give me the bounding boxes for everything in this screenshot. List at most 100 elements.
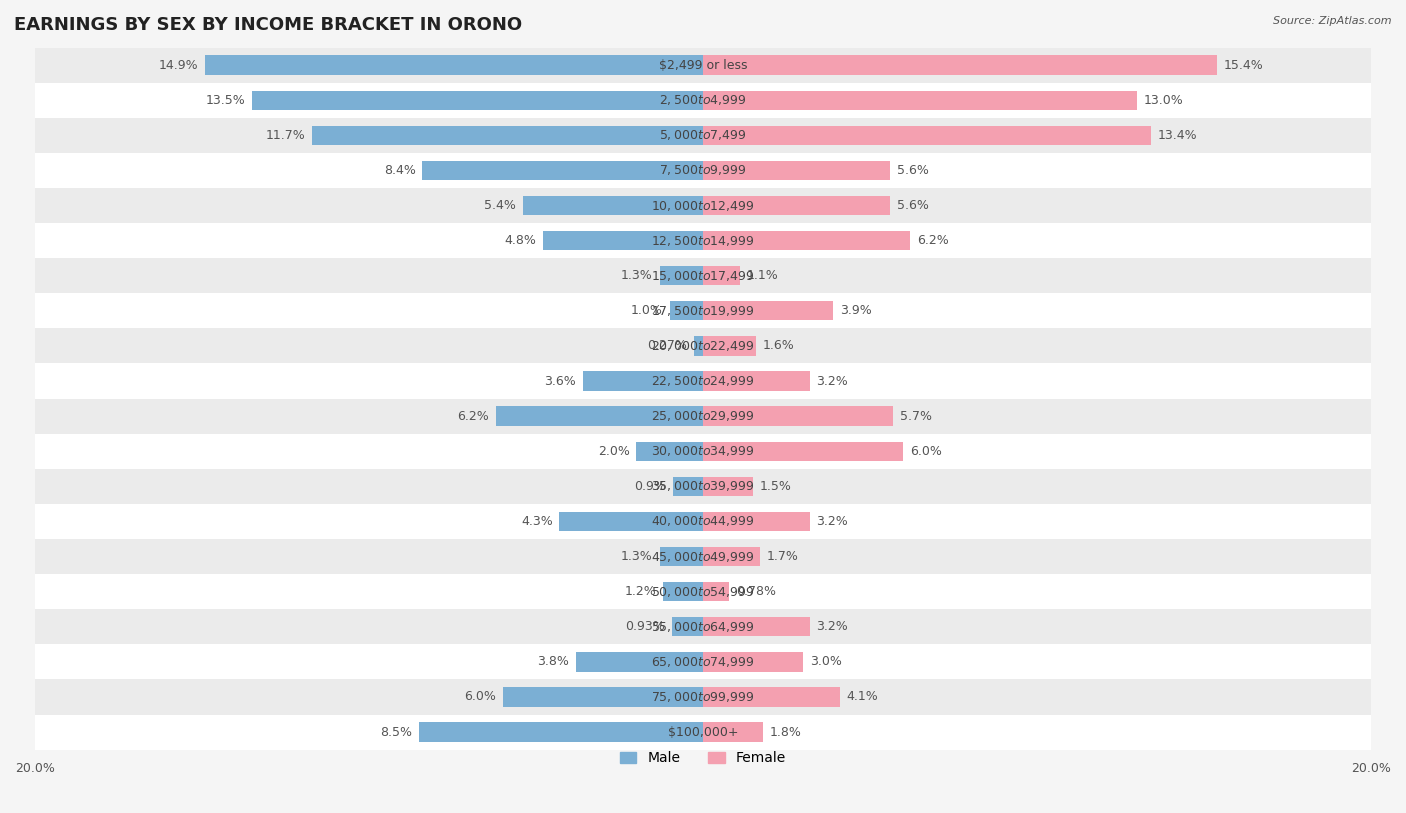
Text: 1.2%: 1.2% <box>624 585 657 598</box>
Bar <box>703 441 904 461</box>
Text: 1.3%: 1.3% <box>621 269 652 282</box>
Text: 0.27%: 0.27% <box>647 339 688 352</box>
Text: 0.9%: 0.9% <box>634 480 666 493</box>
Bar <box>703 55 1218 75</box>
Text: 13.4%: 13.4% <box>1157 128 1197 141</box>
Text: $7,500 to $9,999: $7,500 to $9,999 <box>659 163 747 177</box>
Bar <box>35 118 1371 153</box>
Bar <box>35 83 1371 118</box>
Bar <box>703 161 890 180</box>
Bar <box>576 652 703 672</box>
Text: 20.0%: 20.0% <box>15 762 55 775</box>
Bar <box>703 406 893 426</box>
Bar <box>703 372 810 391</box>
Text: Source: ZipAtlas.com: Source: ZipAtlas.com <box>1274 16 1392 26</box>
Bar <box>35 328 1371 363</box>
Text: 6.0%: 6.0% <box>464 690 496 703</box>
Text: 14.9%: 14.9% <box>159 59 198 72</box>
Bar <box>560 512 703 531</box>
Bar <box>35 259 1371 293</box>
Bar <box>422 161 703 180</box>
Bar <box>35 398 1371 433</box>
Bar <box>419 723 703 741</box>
Text: 0.78%: 0.78% <box>735 585 776 598</box>
Bar <box>205 55 703 75</box>
Bar <box>703 652 803 672</box>
Bar <box>695 337 703 355</box>
Text: $2,500 to $4,999: $2,500 to $4,999 <box>659 93 747 107</box>
Text: $20,000 to $22,499: $20,000 to $22,499 <box>651 339 755 353</box>
Bar <box>35 47 1371 83</box>
Bar <box>703 90 1137 110</box>
Text: 1.3%: 1.3% <box>621 550 652 563</box>
Bar <box>35 363 1371 398</box>
Bar <box>703 266 740 285</box>
Text: 6.0%: 6.0% <box>910 445 942 458</box>
Text: 5.6%: 5.6% <box>897 164 928 177</box>
Bar <box>35 680 1371 715</box>
Text: 2.0%: 2.0% <box>598 445 630 458</box>
Bar <box>703 582 730 602</box>
Text: 5.7%: 5.7% <box>900 410 932 423</box>
Text: 8.4%: 8.4% <box>384 164 416 177</box>
Text: $15,000 to $17,499: $15,000 to $17,499 <box>651 269 755 283</box>
Text: $25,000 to $29,999: $25,000 to $29,999 <box>651 409 755 423</box>
Text: $12,500 to $14,999: $12,500 to $14,999 <box>651 233 755 248</box>
Bar <box>35 574 1371 609</box>
Bar <box>35 188 1371 223</box>
Bar <box>703 196 890 215</box>
Bar <box>35 504 1371 539</box>
Bar <box>252 90 703 110</box>
Text: 3.0%: 3.0% <box>810 655 842 668</box>
Text: 3.2%: 3.2% <box>817 375 848 388</box>
Bar <box>35 223 1371 259</box>
Text: $10,000 to $12,499: $10,000 to $12,499 <box>651 198 755 212</box>
Text: EARNINGS BY SEX BY INCOME BRACKET IN ORONO: EARNINGS BY SEX BY INCOME BRACKET IN ORO… <box>14 16 522 34</box>
Bar <box>35 153 1371 188</box>
Legend: Male, Female: Male, Female <box>614 746 792 771</box>
Bar <box>703 512 810 531</box>
Bar <box>659 266 703 285</box>
Text: 3.9%: 3.9% <box>839 304 872 317</box>
Text: $30,000 to $34,999: $30,000 to $34,999 <box>651 444 755 459</box>
Bar <box>703 476 754 496</box>
Text: 4.1%: 4.1% <box>846 690 879 703</box>
Text: 11.7%: 11.7% <box>266 128 305 141</box>
Text: 4.8%: 4.8% <box>505 234 536 247</box>
Bar <box>703 723 763 741</box>
Bar <box>703 687 839 706</box>
Text: 5.4%: 5.4% <box>484 199 516 212</box>
Text: 1.1%: 1.1% <box>747 269 778 282</box>
Bar <box>669 301 703 320</box>
Text: 1.7%: 1.7% <box>766 550 799 563</box>
Bar <box>703 231 910 250</box>
Bar <box>543 231 703 250</box>
Bar <box>703 547 759 566</box>
Bar <box>703 617 810 637</box>
Bar <box>502 687 703 706</box>
Text: $75,000 to $99,999: $75,000 to $99,999 <box>651 690 755 704</box>
Text: 20.0%: 20.0% <box>1351 762 1391 775</box>
Text: $45,000 to $49,999: $45,000 to $49,999 <box>651 550 755 563</box>
Text: 15.4%: 15.4% <box>1225 59 1264 72</box>
Text: 8.5%: 8.5% <box>381 725 412 738</box>
Text: 1.6%: 1.6% <box>763 339 794 352</box>
Bar <box>35 645 1371 680</box>
Bar <box>703 337 756 355</box>
Text: $100,000+: $100,000+ <box>668 725 738 738</box>
Text: 3.6%: 3.6% <box>544 375 576 388</box>
Text: $22,500 to $24,999: $22,500 to $24,999 <box>651 374 755 388</box>
Text: 5.6%: 5.6% <box>897 199 928 212</box>
Bar <box>703 301 834 320</box>
Text: $50,000 to $54,999: $50,000 to $54,999 <box>651 585 755 598</box>
Bar <box>636 441 703 461</box>
Text: 6.2%: 6.2% <box>457 410 489 423</box>
Text: 3.2%: 3.2% <box>817 620 848 633</box>
Bar <box>673 476 703 496</box>
Bar <box>496 406 703 426</box>
Text: 6.2%: 6.2% <box>917 234 949 247</box>
Bar <box>35 469 1371 504</box>
Bar <box>35 609 1371 645</box>
Bar <box>662 582 703 602</box>
Bar <box>672 617 703 637</box>
